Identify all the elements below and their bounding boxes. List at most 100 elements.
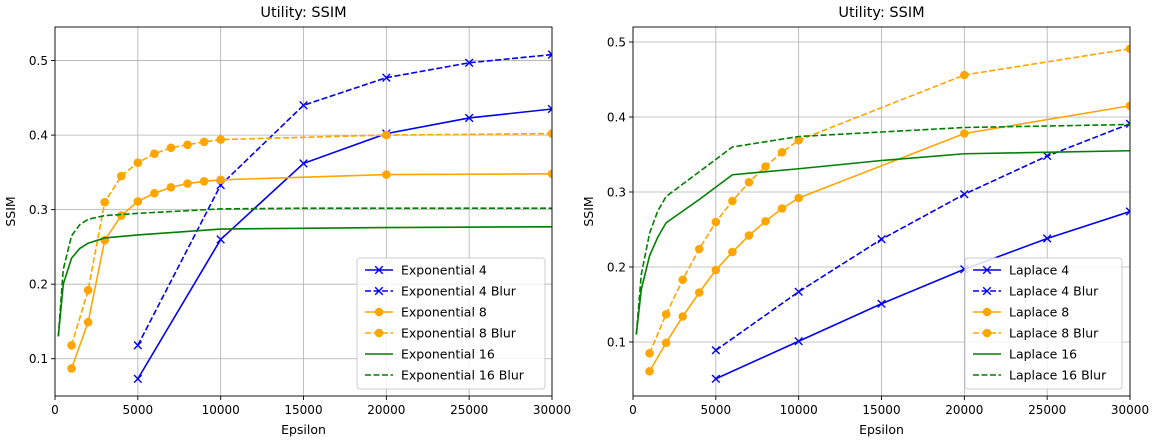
y-tick-label: 0.5 xyxy=(29,54,48,68)
x-tick-label: 15000 xyxy=(284,403,322,417)
data-point xyxy=(960,189,969,199)
data-point xyxy=(133,158,143,167)
data-point xyxy=(877,299,886,309)
legend-swatch-marker xyxy=(982,265,992,275)
data-point xyxy=(382,130,391,140)
y-tick-label: 0.2 xyxy=(607,261,626,275)
data-point xyxy=(183,140,192,150)
x-tick-label: 25000 xyxy=(450,403,488,417)
legend-label: Laplace 4 xyxy=(1009,263,1069,278)
data-point xyxy=(761,216,770,226)
series-line xyxy=(137,108,552,380)
series-laplace-16 xyxy=(635,149,1130,335)
y-tick-label: 0.2 xyxy=(29,278,48,292)
data-point xyxy=(166,143,176,153)
data-point xyxy=(877,234,886,244)
data-point xyxy=(1042,234,1052,243)
data-point xyxy=(299,100,308,110)
data-point xyxy=(1125,44,1130,54)
data-point xyxy=(744,177,754,187)
data-point xyxy=(199,177,209,186)
data-point xyxy=(777,204,787,213)
legend-box xyxy=(356,257,546,390)
legend-label: Laplace 16 xyxy=(1009,347,1077,362)
x-tick-label: 20000 xyxy=(367,403,405,417)
legend-swatch-marker xyxy=(374,307,384,317)
data-point xyxy=(464,58,474,68)
x-tick-label: 10000 xyxy=(780,403,818,417)
data-point xyxy=(133,341,143,350)
series-line xyxy=(648,47,1130,354)
x-axis-label: Epsilon xyxy=(281,422,326,437)
data-point xyxy=(1125,101,1130,111)
data-point xyxy=(777,147,787,157)
data-point xyxy=(794,193,803,203)
y-tick-label: 0.4 xyxy=(607,111,626,125)
legend-label: Laplace 16 Blur xyxy=(1009,368,1107,383)
data-point xyxy=(645,366,654,376)
legend-label: Laplace 8 Blur xyxy=(1009,326,1099,341)
x-tick-label: 0 xyxy=(629,403,637,417)
legend-swatch-marker xyxy=(374,328,384,338)
y-tick-label: 0.3 xyxy=(29,203,48,217)
legend-label: Exponential 8 xyxy=(401,305,487,320)
x-tick-label: 15000 xyxy=(862,403,900,417)
data-point xyxy=(116,171,126,181)
x-tick-label: 0 xyxy=(51,403,59,417)
legend-label: Exponential 4 xyxy=(401,263,487,278)
data-point xyxy=(133,374,143,384)
data-point xyxy=(216,135,225,144)
data-point xyxy=(100,197,109,207)
legend-label: Exponential 4 Blur xyxy=(401,284,517,299)
series-laplace-4-blur xyxy=(711,119,1130,355)
data-point xyxy=(547,169,552,179)
legend-label: Laplace 8 xyxy=(1009,305,1069,320)
data-point xyxy=(794,135,803,145)
data-point xyxy=(1042,151,1052,161)
legend-swatch-marker xyxy=(374,286,384,296)
chart-panel-2: 0 5000 10000 15000 20000 25000 30000 0.1 0.2 0.3 0… xyxy=(581,5,1149,437)
series-exponential-16-blur xyxy=(57,207,552,337)
series-line xyxy=(57,207,552,337)
legend: Exponential 4 Exponential 4 Blur Exponenti… xyxy=(356,257,546,390)
series-laplace-8-blur xyxy=(645,44,1130,358)
series-line xyxy=(648,104,1130,372)
chart-title: Utility: SSIM xyxy=(838,5,924,21)
data-point xyxy=(661,338,671,348)
legend-label: Exponential 8 Blur xyxy=(401,326,517,341)
x-axis-label: Epsilon xyxy=(859,422,904,437)
legend-label: Exponential 16 xyxy=(401,347,495,362)
data-point xyxy=(960,129,969,138)
data-point xyxy=(645,348,654,358)
data-point xyxy=(744,231,754,240)
data-point xyxy=(150,188,159,198)
y-tick-label: 0.1 xyxy=(607,336,626,350)
series-laplace-8 xyxy=(645,101,1130,376)
series-line xyxy=(715,123,1130,351)
data-point xyxy=(794,287,803,297)
data-point xyxy=(711,265,721,275)
x-tick-label: 20000 xyxy=(945,403,983,417)
x-tick-label: 25000 xyxy=(1028,403,1066,417)
data-point xyxy=(678,312,687,321)
legend-swatch-marker xyxy=(982,307,992,317)
series-laplace-16-blur xyxy=(635,123,1130,335)
legend-label: Exponential 16 Blur xyxy=(401,368,525,383)
x-tick-label: 30000 xyxy=(1111,403,1149,417)
data-point xyxy=(166,182,176,192)
data-point xyxy=(694,288,704,297)
data-point xyxy=(661,309,671,319)
series-exponential-8 xyxy=(67,169,552,373)
data-point xyxy=(1125,207,1130,216)
data-point xyxy=(382,73,391,82)
data-point xyxy=(150,149,159,159)
data-point xyxy=(728,247,737,257)
data-point xyxy=(216,235,225,244)
legend-box xyxy=(964,257,1123,390)
data-point xyxy=(694,244,704,254)
data-point xyxy=(83,285,93,295)
data-point xyxy=(547,50,552,59)
data-point xyxy=(1125,119,1130,129)
data-point xyxy=(794,336,803,346)
